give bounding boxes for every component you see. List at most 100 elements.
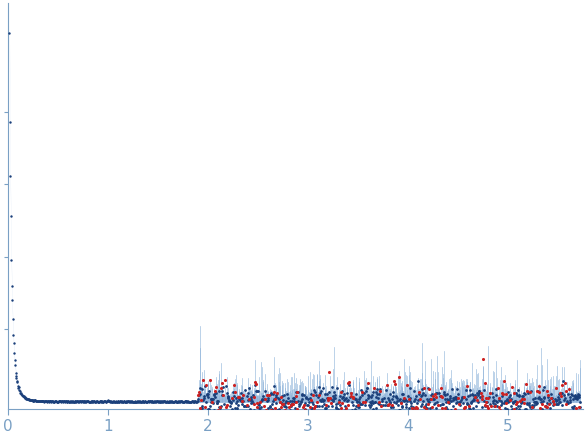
Point <box>18 393 28 400</box>
Point <box>323 395 332 402</box>
Point <box>136 398 145 405</box>
Point <box>502 395 512 402</box>
Point <box>410 405 420 412</box>
Point <box>251 387 261 394</box>
Point <box>289 395 298 402</box>
Point <box>168 399 178 406</box>
Point <box>13 382 23 389</box>
Point <box>331 391 340 398</box>
Point <box>355 395 364 402</box>
Point <box>69 398 79 405</box>
Point <box>98 398 107 405</box>
Point <box>569 402 578 409</box>
Point <box>438 400 448 407</box>
Point <box>384 396 393 403</box>
Point <box>420 404 429 411</box>
Point <box>441 395 450 402</box>
Point <box>326 399 335 406</box>
Point <box>568 404 578 411</box>
Point <box>479 387 489 394</box>
Point <box>71 399 81 406</box>
Point <box>211 384 220 391</box>
Point <box>159 398 169 405</box>
Point <box>323 396 333 403</box>
Point <box>477 396 486 403</box>
Point <box>260 403 269 410</box>
Point <box>244 396 253 403</box>
Point <box>230 381 239 388</box>
Point <box>251 381 260 388</box>
Point <box>566 407 575 414</box>
Point <box>267 407 276 414</box>
Point <box>477 403 486 410</box>
Point <box>379 409 389 416</box>
Point <box>472 389 482 396</box>
Point <box>172 398 181 405</box>
Point <box>206 399 215 406</box>
Point <box>338 388 347 395</box>
Point <box>541 402 551 409</box>
Point <box>574 390 583 397</box>
Point <box>553 400 563 407</box>
Point <box>355 401 364 408</box>
Point <box>250 379 260 386</box>
Point <box>295 401 305 408</box>
Point <box>260 387 270 394</box>
Point <box>36 397 46 404</box>
Point <box>192 398 202 405</box>
Point <box>403 382 412 389</box>
Point <box>138 399 148 406</box>
Point <box>154 398 163 405</box>
Point <box>398 403 407 410</box>
Point <box>16 390 26 397</box>
Point <box>56 398 66 405</box>
Point <box>36 398 45 405</box>
Point <box>480 402 489 409</box>
Point <box>328 398 338 405</box>
Point <box>471 394 480 401</box>
Point <box>265 403 275 410</box>
Point <box>525 409 534 416</box>
Point <box>463 383 472 390</box>
Point <box>537 416 547 423</box>
Point <box>367 393 376 400</box>
Point <box>464 402 473 409</box>
Point <box>193 398 203 405</box>
Point <box>340 395 350 402</box>
Point <box>171 398 180 405</box>
Point <box>207 395 216 402</box>
Point <box>353 398 362 405</box>
Point <box>71 398 80 405</box>
Point <box>34 398 43 405</box>
Point <box>39 397 49 404</box>
Point <box>482 399 491 406</box>
Point <box>308 401 318 408</box>
Point <box>528 408 537 415</box>
Point <box>494 396 503 403</box>
Point <box>339 397 349 404</box>
Point <box>362 385 372 392</box>
Point <box>188 398 197 405</box>
Point <box>120 399 130 406</box>
Point <box>453 395 462 402</box>
Point <box>370 410 379 417</box>
Point <box>533 400 542 407</box>
Point <box>478 355 488 362</box>
Point <box>195 385 204 392</box>
Point <box>237 398 247 405</box>
Point <box>205 377 214 384</box>
Point <box>47 398 57 405</box>
Point <box>563 399 572 406</box>
Point <box>220 414 229 421</box>
Point <box>314 402 323 409</box>
Point <box>292 405 302 412</box>
Point <box>263 404 272 411</box>
Point <box>257 396 266 403</box>
Point <box>515 392 524 399</box>
Point <box>361 397 370 404</box>
Point <box>154 398 163 405</box>
Point <box>69 398 78 405</box>
Point <box>465 405 474 412</box>
Point <box>454 391 463 398</box>
Point <box>575 391 584 398</box>
